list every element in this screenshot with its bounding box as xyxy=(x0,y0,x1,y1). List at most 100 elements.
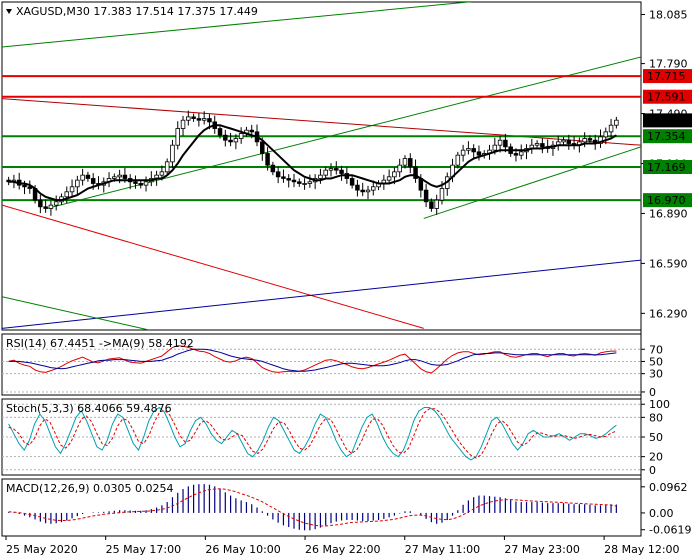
candle-body xyxy=(397,164,402,173)
macd-signal-line xyxy=(8,488,617,527)
candle-body xyxy=(175,128,180,146)
time-tick-label: 27 May 23:00 xyxy=(504,543,579,556)
candle-body xyxy=(164,161,170,173)
price-moving-average xyxy=(8,124,617,202)
rsi-title: RSI(14) 67.4451 ->MA(9) 58.4192 xyxy=(6,337,194,350)
candle-body xyxy=(307,181,313,184)
candle-body xyxy=(223,134,228,141)
candle-body xyxy=(291,179,297,183)
candle-body xyxy=(386,176,392,181)
candle-body xyxy=(371,186,376,191)
candle-body xyxy=(582,138,587,143)
candle-body xyxy=(413,166,418,179)
level-label-1: 17.591 xyxy=(647,91,686,104)
price-tick-label: 16.590 xyxy=(649,257,688,270)
level-label-bg-1 xyxy=(643,89,692,104)
trendline-3 xyxy=(2,98,641,146)
time-tick-label: 25 May 2020 xyxy=(6,543,78,556)
candle-body xyxy=(159,171,165,176)
symbol-dropdown-icon xyxy=(6,9,12,14)
candle-body xyxy=(402,158,408,166)
candle-body xyxy=(90,178,96,184)
candle-body xyxy=(365,189,371,193)
candle-body xyxy=(513,153,519,156)
macd-title: MACD(12,26,9) 0.0305 0.0254 xyxy=(6,482,174,495)
candle-body xyxy=(466,148,471,151)
candle-body xyxy=(117,174,122,178)
candle-body xyxy=(429,201,434,209)
level-label-2: 17.354 xyxy=(647,130,686,143)
candle-body xyxy=(587,138,593,141)
level-label-3: 17.169 xyxy=(647,161,686,174)
trendline-6 xyxy=(2,296,150,330)
candle-body xyxy=(355,184,360,191)
price-tick-label: 17.790 xyxy=(649,58,688,71)
candle-body xyxy=(180,119,186,129)
price-tick-label: 16.290 xyxy=(649,307,688,320)
macd-tick-label: -0.0619 xyxy=(649,524,691,537)
price-title: XAGUSD,M30 17.383 17.514 17.375 17.449 xyxy=(16,5,258,18)
trendline-0 xyxy=(2,2,474,48)
candle-body xyxy=(561,139,566,143)
candle-body xyxy=(122,174,128,179)
candle-body xyxy=(170,144,175,163)
candle-body xyxy=(455,154,461,166)
candle-body xyxy=(69,186,75,193)
trendline-2 xyxy=(423,146,641,219)
stoch-series-0 xyxy=(8,406,617,461)
time-tick-label: 26 May 22:00 xyxy=(305,543,380,556)
candle-body xyxy=(186,116,191,121)
candle-body xyxy=(302,183,307,185)
candle-body xyxy=(608,124,614,133)
candle-body xyxy=(360,189,365,193)
candle-body xyxy=(43,206,48,209)
candle-body xyxy=(22,184,27,188)
time-tick-label: 25 May 17:00 xyxy=(106,543,181,556)
stoch-tick-label: 20 xyxy=(649,451,663,464)
candle-body xyxy=(503,139,508,148)
level-label-bg-0 xyxy=(643,69,692,84)
stoch-tick-label: 0 xyxy=(649,464,656,477)
level-label-bg-2 xyxy=(643,129,692,144)
candle-body xyxy=(334,168,339,171)
candle-body xyxy=(349,178,355,186)
time-tick-label: 27 May 11:00 xyxy=(405,543,480,556)
candle-body xyxy=(497,139,503,146)
last-price-bg xyxy=(643,113,692,128)
candle-body xyxy=(228,139,233,143)
candle-body xyxy=(138,183,144,186)
candle-body xyxy=(328,168,334,171)
candle-body xyxy=(27,186,33,189)
candle-body xyxy=(476,151,482,156)
candle-body xyxy=(48,204,54,209)
rsi-tick-label: 50 xyxy=(649,355,663,368)
rsi-pane xyxy=(2,345,641,393)
level-label-bg-3 xyxy=(643,159,692,174)
last-price-label: 17.449 xyxy=(647,114,686,127)
candle-body xyxy=(614,119,619,126)
price-tick-label: 16.890 xyxy=(649,207,688,220)
price-pane xyxy=(2,2,641,330)
candle-body xyxy=(471,148,476,153)
candle-body xyxy=(53,201,59,206)
level-label-4: 16.970 xyxy=(647,194,686,207)
candle-body xyxy=(460,149,466,156)
candle-body xyxy=(112,176,117,179)
candle-body xyxy=(297,181,302,184)
candle-body xyxy=(323,169,328,176)
stoch-tick-label: 80 xyxy=(649,411,663,424)
candle-body xyxy=(492,144,498,151)
candle-body xyxy=(38,199,43,208)
macd-pane xyxy=(8,484,617,531)
candle-body xyxy=(318,174,323,179)
candle-body xyxy=(534,143,540,146)
candle-body xyxy=(196,118,202,121)
candle-body xyxy=(286,178,291,181)
level-label-0: 17.715 xyxy=(647,70,686,83)
rsi-series-0 xyxy=(8,345,617,374)
candle-body xyxy=(64,191,70,198)
candle-body xyxy=(275,171,281,178)
candle-body xyxy=(281,176,286,179)
candle-body xyxy=(408,158,413,168)
candle-body xyxy=(603,131,609,138)
